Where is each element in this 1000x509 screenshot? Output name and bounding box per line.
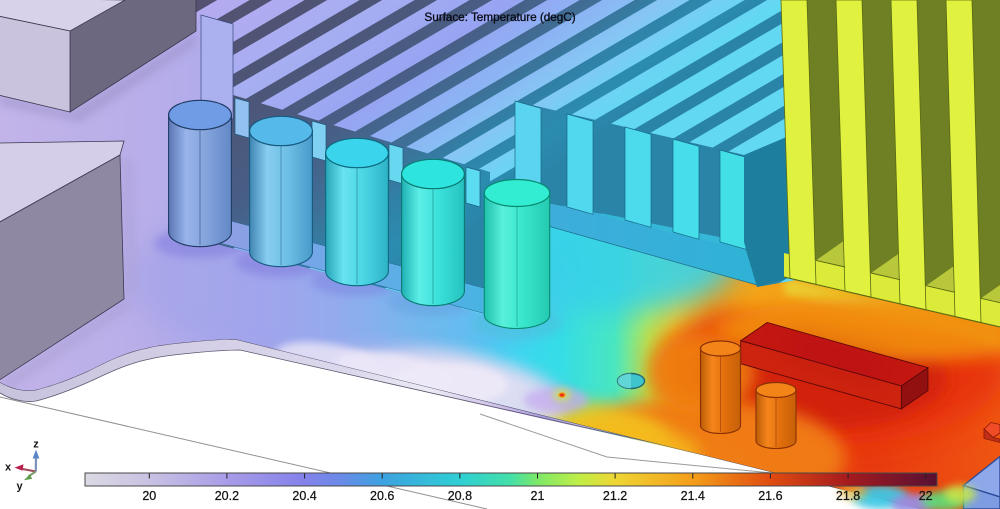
svg-text:20: 20 [142, 489, 156, 503]
svg-text:21.4: 21.4 [681, 489, 705, 503]
svg-text:z: z [33, 439, 39, 451]
svg-text:Surface: Temperature (degC): Surface: Temperature (degC) [424, 10, 575, 24]
svg-text:y: y [16, 481, 23, 493]
svg-text:21.2: 21.2 [603, 489, 627, 503]
svg-text:20.6: 20.6 [370, 489, 394, 503]
svg-text:20.8: 20.8 [448, 489, 472, 503]
svg-text:22: 22 [919, 489, 933, 503]
svg-text:x: x [5, 462, 12, 474]
svg-text:20.4: 20.4 [292, 489, 316, 503]
svg-text:21.6: 21.6 [758, 489, 782, 503]
svg-text:21: 21 [531, 489, 545, 503]
svg-text:21.8: 21.8 [836, 489, 860, 503]
svg-text:20.2: 20.2 [215, 489, 239, 503]
